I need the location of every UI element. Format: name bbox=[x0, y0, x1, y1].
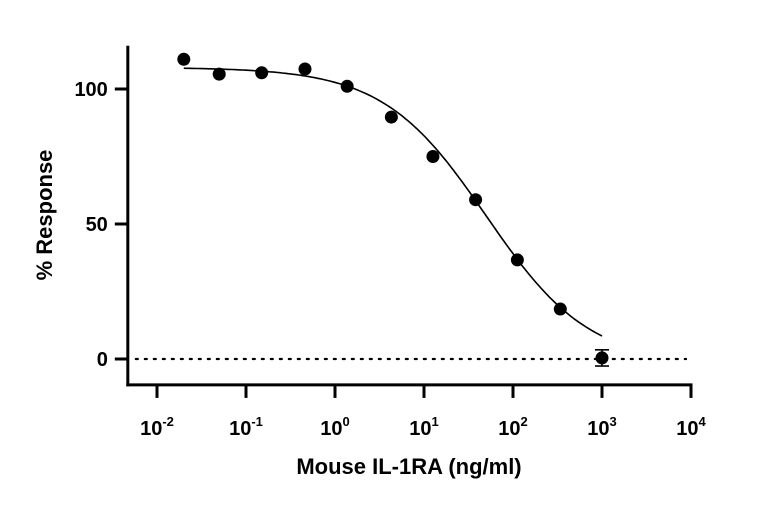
data-point bbox=[553, 302, 567, 316]
x-tick-label: 100 bbox=[320, 414, 349, 440]
y-tick-label: 50 bbox=[86, 214, 108, 236]
data-points bbox=[177, 52, 609, 367]
data-point bbox=[384, 110, 398, 124]
y-tick-labels: 0 50 100 bbox=[74, 79, 107, 371]
data-point bbox=[212, 67, 226, 81]
x-tick-label: 104 bbox=[676, 414, 706, 440]
y-tick-label: 0 bbox=[97, 349, 108, 371]
data-point bbox=[255, 66, 269, 80]
data-point bbox=[595, 351, 609, 365]
x-tick-label: 10-1 bbox=[229, 414, 263, 440]
axes bbox=[114, 45, 693, 398]
x-tick-label: 101 bbox=[409, 414, 438, 440]
x-tick-label: 103 bbox=[587, 414, 616, 440]
x-tick-labels: 10-2 10-1 100 101 102 103 104 bbox=[140, 414, 706, 440]
data-point bbox=[426, 150, 440, 163]
x-tick-label: 102 bbox=[498, 414, 527, 440]
y-tick-label: 100 bbox=[74, 79, 107, 101]
x-axis-label: Mouse IL-1RA (ng/ml) bbox=[296, 454, 521, 479]
data-point bbox=[340, 79, 354, 93]
data-point bbox=[177, 52, 191, 66]
data-point bbox=[298, 62, 312, 76]
data-point bbox=[469, 193, 483, 207]
data-point bbox=[510, 253, 524, 267]
fit-curve bbox=[183, 67, 603, 337]
y-axis-label: % Response bbox=[32, 150, 57, 281]
x-tick-label: 10-2 bbox=[140, 414, 174, 440]
